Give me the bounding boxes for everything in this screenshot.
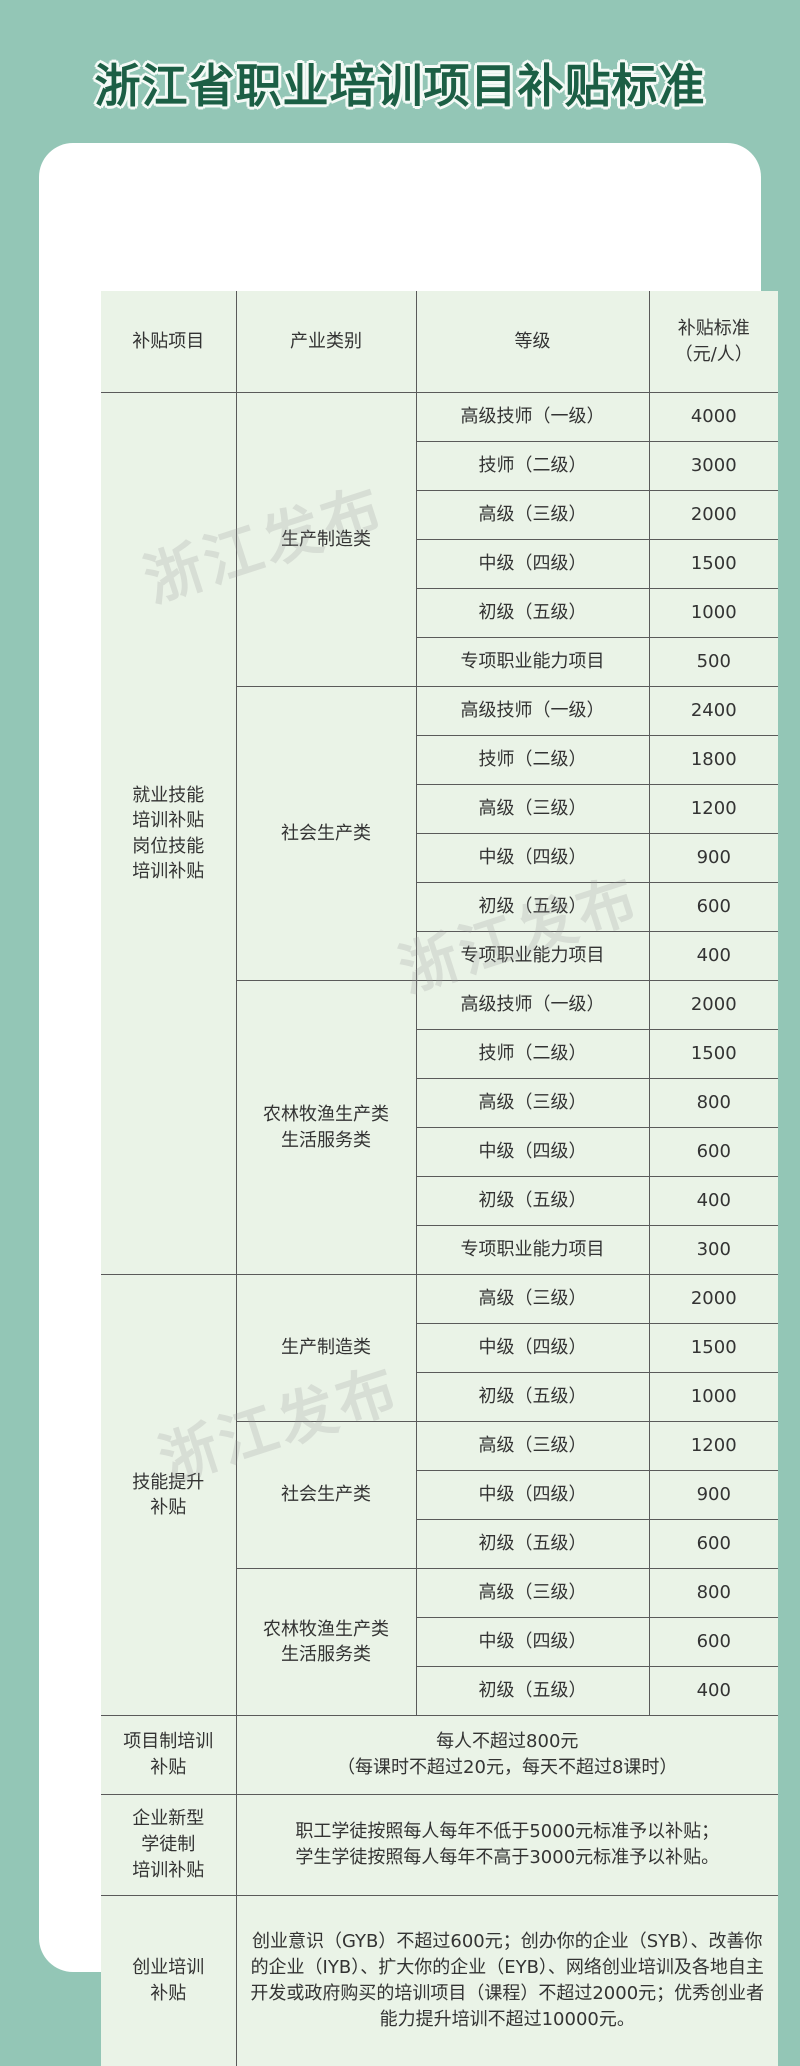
subsidy-item-cell: 创业培训 补贴 [101,1896,236,2066]
amount-cell: 1500 [649,1324,778,1373]
amount-cell: 1500 [649,1030,778,1079]
column-header: 产业类别 [236,291,416,393]
level-cell: 中级（四级） [416,540,649,589]
industry-category-cell: 农林牧渔生产类 生活服务类 [236,1569,416,1716]
industry-category-cell: 生产制造类 [236,393,416,687]
subsidy-standard-cell: 每人不超过800元 （每课时不超过20元，每天不超过8课时） [236,1716,778,1795]
level-cell: 高级（三级） [416,785,649,834]
amount-cell: 2000 [649,491,778,540]
level-cell: 中级（四级） [416,1128,649,1177]
amount-cell: 3000 [649,442,778,491]
amount-cell: 1000 [649,1373,778,1422]
amount-cell: 4000 [649,393,778,442]
amount-cell: 900 [649,1471,778,1520]
amount-cell: 300 [649,1226,778,1275]
amount-cell: 1200 [649,1422,778,1471]
level-cell: 初级（五级） [416,1520,649,1569]
level-cell: 中级（四级） [416,834,649,883]
level-cell: 专项职业能力项目 [416,638,649,687]
level-cell: 初级（五级） [416,1667,649,1716]
subsidy-standard-cell: 创业意识（GYB）不超过600元；创办你的企业（SYB）、改善你的企业（IYB）… [236,1896,778,2066]
level-cell: 高级技师（一级） [416,393,649,442]
subsidy-item-cell: 项目制培训 补贴 [101,1716,236,1795]
level-cell: 初级（五级） [416,1373,649,1422]
table-row: 企业新型 学徒制 培训补贴职工学徒按照每人每年不低于5000元标准予以补贴； 学… [101,1795,778,1896]
subsidy-standard-cell: 职工学徒按照每人每年不低于5000元标准予以补贴； 学生学徒按照每人每年不高于3… [236,1795,778,1896]
amount-cell: 900 [649,834,778,883]
amount-cell: 600 [649,883,778,932]
table-card: 补贴项目产业类别等级补贴标准 （元/人）就业技能 培训补贴 岗位技能 培训补贴生… [39,143,761,1972]
level-cell: 技师（二级） [416,736,649,785]
subsidy-table: 补贴项目产业类别等级补贴标准 （元/人）就业技能 培训补贴 岗位技能 培训补贴生… [101,291,778,2066]
level-cell: 高级技师（一级） [416,687,649,736]
level-cell: 技师（二级） [416,442,649,491]
amount-cell: 1500 [649,540,778,589]
level-cell: 高级（三级） [416,1569,649,1618]
level-cell: 初级（五级） [416,589,649,638]
amount-cell: 500 [649,638,778,687]
amount-cell: 1000 [649,589,778,638]
industry-category-cell: 农林牧渔生产类 生活服务类 [236,981,416,1275]
industry-category-cell: 社会生产类 [236,687,416,981]
level-cell: 高级（三级） [416,1079,649,1128]
level-cell: 初级（五级） [416,1177,649,1226]
level-cell: 中级（四级） [416,1324,649,1373]
amount-cell: 1200 [649,785,778,834]
level-cell: 专项职业能力项目 [416,1226,649,1275]
level-cell: 技师（二级） [416,1030,649,1079]
page-title: 浙江省职业培训项目补贴标准 [0,50,800,116]
industry-category-cell: 社会生产类 [236,1422,416,1569]
subsidy-item-cell: 就业技能 培训补贴 岗位技能 培训补贴 [101,393,236,1275]
level-cell: 中级（四级） [416,1618,649,1667]
column-header: 等级 [416,291,649,393]
column-header: 补贴标准 （元/人） [649,291,778,393]
amount-cell: 600 [649,1618,778,1667]
amount-cell: 2400 [649,687,778,736]
table-row: 项目制培训 补贴每人不超过800元 （每课时不超过20元，每天不超过8课时） [101,1716,778,1795]
amount-cell: 2000 [649,981,778,1030]
column-header: 补贴项目 [101,291,236,393]
level-cell: 中级（四级） [416,1471,649,1520]
header-row: 补贴项目产业类别等级补贴标准 （元/人） [101,291,778,393]
level-cell: 专项职业能力项目 [416,932,649,981]
amount-cell: 400 [649,1667,778,1716]
subsidy-item-cell: 企业新型 学徒制 培训补贴 [101,1795,236,1896]
level-cell: 高级（三级） [416,491,649,540]
level-cell: 高级技师（一级） [416,981,649,1030]
amount-cell: 1800 [649,736,778,785]
amount-cell: 400 [649,1177,778,1226]
amount-cell: 600 [649,1520,778,1569]
amount-cell: 2000 [649,1275,778,1324]
level-cell: 高级（三级） [416,1275,649,1324]
level-cell: 初级（五级） [416,883,649,932]
amount-cell: 800 [649,1569,778,1618]
level-cell: 高级（三级） [416,1422,649,1471]
subsidy-item-cell: 技能提升 补贴 [101,1275,236,1716]
table-row: 就业技能 培训补贴 岗位技能 培训补贴生产制造类高级技师（一级）4000 [101,393,778,442]
table-row: 技能提升 补贴生产制造类高级（三级）2000 [101,1275,778,1324]
amount-cell: 800 [649,1079,778,1128]
amount-cell: 400 [649,932,778,981]
industry-category-cell: 生产制造类 [236,1275,416,1422]
amount-cell: 600 [649,1128,778,1177]
table-row: 创业培训 补贴创业意识（GYB）不超过600元；创办你的企业（SYB）、改善你的… [101,1896,778,2066]
